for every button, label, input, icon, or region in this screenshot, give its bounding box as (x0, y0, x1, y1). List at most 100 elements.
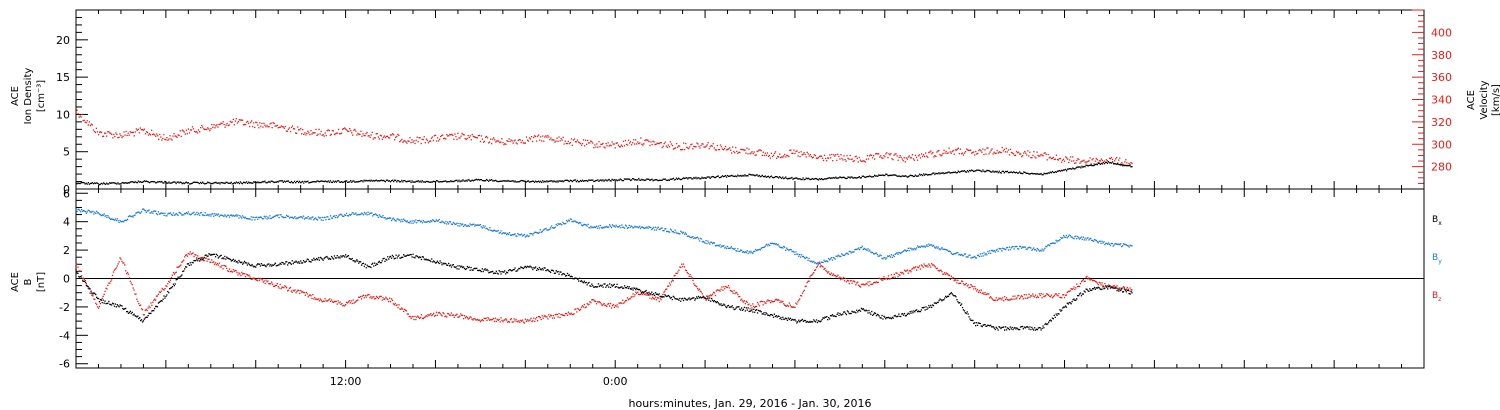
density-series-point (286, 180, 289, 182)
density-series-point (888, 175, 890, 177)
bz-series-point (376, 296, 379, 299)
by-series-point (1027, 247, 1029, 249)
density-series-point (879, 174, 881, 176)
velocity-series-point (170, 138, 172, 140)
density-series-point (870, 176, 873, 178)
density-series-point (566, 179, 568, 181)
bx-series-point (126, 310, 129, 313)
bz-series-point (489, 319, 491, 321)
velocity-series-point (864, 161, 867, 163)
velocity-series-point (328, 129, 330, 132)
velocity-series-point (776, 157, 778, 159)
by-series-point (989, 250, 991, 252)
bz-series-point (242, 273, 244, 275)
bx-series-point (131, 311, 133, 313)
bz-series-point (333, 300, 336, 303)
bx-series-point (257, 263, 259, 265)
density-series-point (467, 179, 469, 181)
by-series-point (881, 257, 883, 260)
bz-series-point (387, 298, 389, 301)
density-series-point (152, 180, 154, 183)
by-series-point (768, 243, 770, 245)
density-series-point (1031, 172, 1033, 174)
bx-series-point (111, 304, 113, 306)
density-series-point (445, 180, 447, 182)
bz-series-point (233, 270, 235, 273)
bz-series-point (1066, 291, 1068, 293)
bx-series-point (111, 302, 114, 304)
velocity-series-point (792, 152, 794, 154)
bz-series-point (289, 286, 292, 289)
bx-series-point (597, 283, 600, 285)
velocity-series-point (308, 132, 310, 134)
bz-series-point (682, 263, 685, 265)
by-series-point (710, 241, 712, 243)
velocity-series-point (483, 140, 486, 143)
by-series-point (564, 223, 566, 225)
bz-series-point (192, 252, 194, 254)
density-series-point (779, 176, 781, 178)
density-series-point (591, 179, 593, 181)
by-series-point (1035, 250, 1038, 252)
bx-series-point (275, 265, 277, 267)
bz-series-point (1094, 280, 1097, 283)
bx-series-point (361, 263, 364, 265)
bz-series-point (103, 293, 105, 295)
by-series-point (723, 244, 725, 247)
velocity-series-point (469, 135, 471, 137)
density-series-point (251, 182, 253, 184)
velocity-series-point (263, 122, 265, 125)
density-series-point (509, 180, 511, 182)
velocity-series-point (190, 129, 193, 131)
velocity-series-point (268, 126, 270, 128)
bz-series-point (179, 265, 181, 267)
bz-series-point (951, 277, 953, 279)
bz-series-point (655, 299, 658, 301)
velocity-series-point (621, 145, 623, 147)
density-series-point (269, 181, 271, 184)
velocity-series-point (296, 132, 298, 134)
bz-series-point (748, 303, 750, 305)
velocity-series-point (788, 156, 790, 158)
density-series-point (1083, 165, 1085, 168)
velocity-series-point (969, 149, 971, 152)
bz-series-point (1056, 294, 1058, 296)
velocity-series-point (1050, 157, 1052, 160)
by-series-point (108, 216, 110, 218)
bx-series-point (521, 267, 524, 269)
by-series-point (1097, 242, 1099, 244)
top-left-tick-label: 10 (56, 108, 70, 121)
by-series-point (898, 252, 900, 254)
bx-series-point (483, 269, 485, 271)
by-series-point (827, 261, 829, 263)
density-series-point (86, 183, 88, 185)
density-series-point (974, 170, 976, 172)
bz-series-point (702, 296, 704, 298)
density-series-point (264, 180, 266, 182)
by-series-point (314, 218, 316, 220)
bx-series-point (182, 270, 184, 273)
density-series-point (578, 180, 581, 183)
bx-series-point (137, 315, 139, 317)
velocity-series-point (668, 146, 670, 148)
bz-series-point (602, 303, 604, 306)
velocity-series-point (1045, 153, 1047, 155)
bx-series-point (515, 270, 517, 272)
velocity-series-point (847, 157, 849, 159)
bz-series-point (673, 275, 675, 277)
bx-series-point (353, 260, 355, 262)
bz-series-point (798, 299, 800, 301)
by-series-point (725, 246, 727, 248)
by-series-point (987, 250, 989, 253)
density-series-point (518, 181, 520, 183)
by-series-point (594, 226, 596, 228)
bx-series-point (214, 256, 217, 258)
density-series-point (556, 180, 558, 182)
velocity-series-point (261, 122, 263, 125)
density-series-point (743, 175, 745, 177)
velocity-series-point (587, 139, 589, 142)
by-series-point (506, 232, 509, 235)
by-series-point (1050, 242, 1053, 245)
by-series-point (1065, 234, 1068, 237)
bz-series-point (806, 282, 808, 284)
